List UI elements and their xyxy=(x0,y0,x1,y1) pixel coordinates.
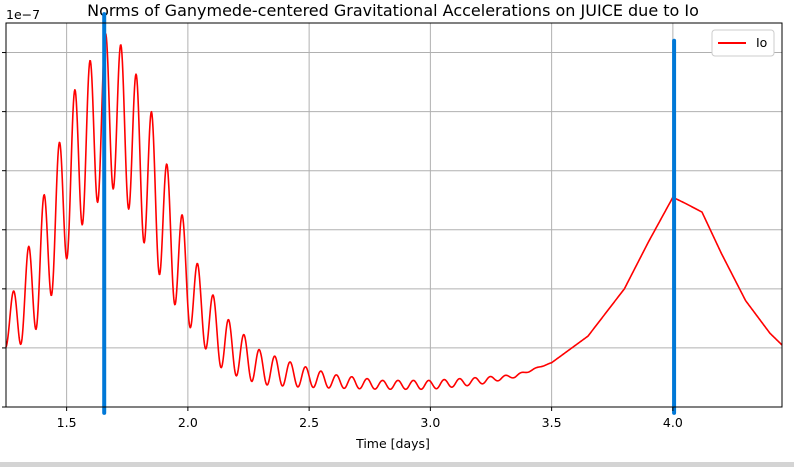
legend-label-io: Io xyxy=(756,35,767,50)
axes-frame xyxy=(5,22,783,408)
axis-ticks: 1.5 2.0 2.5 3.0 3.5 4.0 xyxy=(2,52,683,430)
x-tick-label: 3.0 xyxy=(420,415,440,430)
marker-lines xyxy=(102,12,677,415)
window-bottom-bar xyxy=(0,462,794,467)
x-tick-label: 2.5 xyxy=(299,415,319,430)
chart-title: Norms of Ganymede-centered Gravitational… xyxy=(87,1,699,20)
x-axis-label: Time [days] xyxy=(355,436,430,451)
series-line-io xyxy=(5,32,783,391)
x-tick-label: 3.5 xyxy=(542,415,562,430)
legend: Io xyxy=(711,29,775,57)
x-tick-label: 4.0 xyxy=(663,415,683,430)
plot-lines xyxy=(5,32,783,391)
y-offset-label: 1e−7 xyxy=(6,7,40,22)
x-tick-label: 2.0 xyxy=(178,415,198,430)
x-tick-label: 1.5 xyxy=(57,415,77,430)
